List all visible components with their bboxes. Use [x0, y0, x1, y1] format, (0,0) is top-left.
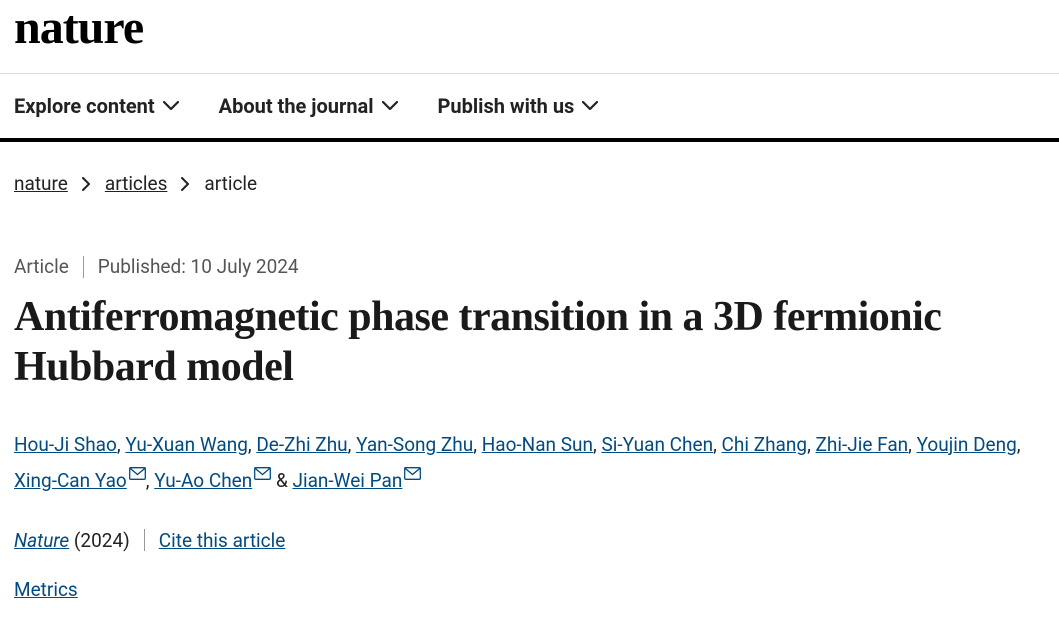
breadcrumb-nature[interactable]: nature [14, 172, 68, 195]
journal-name-link[interactable]: Nature [14, 529, 69, 552]
article-header: Article Published: 10 July 2024 Antiferr… [0, 255, 1059, 601]
author-link[interactable]: Xing-Can Yao [14, 469, 127, 492]
nature-logo[interactable]: nature [14, 0, 1045, 55]
journal-info: Nature (2024) [14, 529, 130, 552]
chevron-right-icon [82, 177, 91, 191]
author-link[interactable]: Zhi-Jie Fan [816, 433, 909, 456]
mail-icon [254, 467, 271, 480]
author-link[interactable]: Jian-Wei Pan [292, 469, 402, 492]
chevron-down-icon [382, 101, 398, 111]
breadcrumb-current: article [204, 172, 257, 195]
nav-explore-content[interactable]: Explore content [14, 74, 179, 138]
author-list: Hou-Ji Shao, Yu-Xuan Wang, De-Zhi Zhu, Y… [14, 427, 1045, 499]
nav-publish-with-us[interactable]: Publish with us [438, 74, 599, 138]
author-link[interactable]: Chi Zhang [722, 433, 808, 456]
nav-about-journal[interactable]: About the journal [219, 74, 398, 138]
article-type: Article [14, 255, 69, 278]
author-link[interactable]: Si-Yuan Chen [601, 433, 713, 456]
author-link[interactable]: Yu-Xuan Wang [125, 433, 248, 456]
breadcrumb-articles[interactable]: articles [105, 172, 168, 195]
nav-label: About the journal [219, 94, 374, 118]
nav-label: Explore content [14, 94, 155, 118]
article-meta: Article Published: 10 July 2024 [14, 255, 1045, 278]
divider [144, 529, 145, 551]
chevron-down-icon [163, 101, 179, 111]
mail-icon [404, 467, 421, 480]
author-link[interactable]: Hou-Ji Shao [14, 433, 117, 456]
author-link[interactable]: De-Zhi Zhu [256, 433, 347, 456]
metrics-section: Metrics [14, 578, 1045, 601]
published-label: Published: [98, 255, 186, 278]
author-link[interactable]: Youjin Deng [917, 433, 1017, 456]
nav-label: Publish with us [438, 94, 575, 118]
divider [83, 256, 84, 278]
author-link[interactable]: Yu-Ao Chen [154, 469, 252, 492]
primary-nav: Explore content About the journal Publis… [0, 73, 1059, 142]
author-link[interactable]: Hao-Nan Sun [482, 433, 593, 456]
author-link[interactable]: Yan-Song Zhu [356, 433, 473, 456]
published-date: Published: 10 July 2024 [98, 255, 299, 278]
chevron-down-icon [582, 101, 598, 111]
header-logo-area: nature [0, 0, 1059, 73]
cite-article-link[interactable]: Cite this article [159, 529, 286, 552]
breadcrumb: nature articles article [0, 142, 1059, 195]
chevron-right-icon [181, 177, 190, 191]
page-title: Antiferromagnetic phase transition in a … [14, 292, 1045, 393]
metrics-link[interactable]: Metrics [14, 578, 78, 601]
journal-citation: Nature (2024) Cite this article [14, 529, 1045, 552]
journal-year: (2024) [74, 529, 130, 552]
published-date-value: 10 July 2024 [191, 255, 299, 278]
mail-icon [129, 467, 146, 480]
